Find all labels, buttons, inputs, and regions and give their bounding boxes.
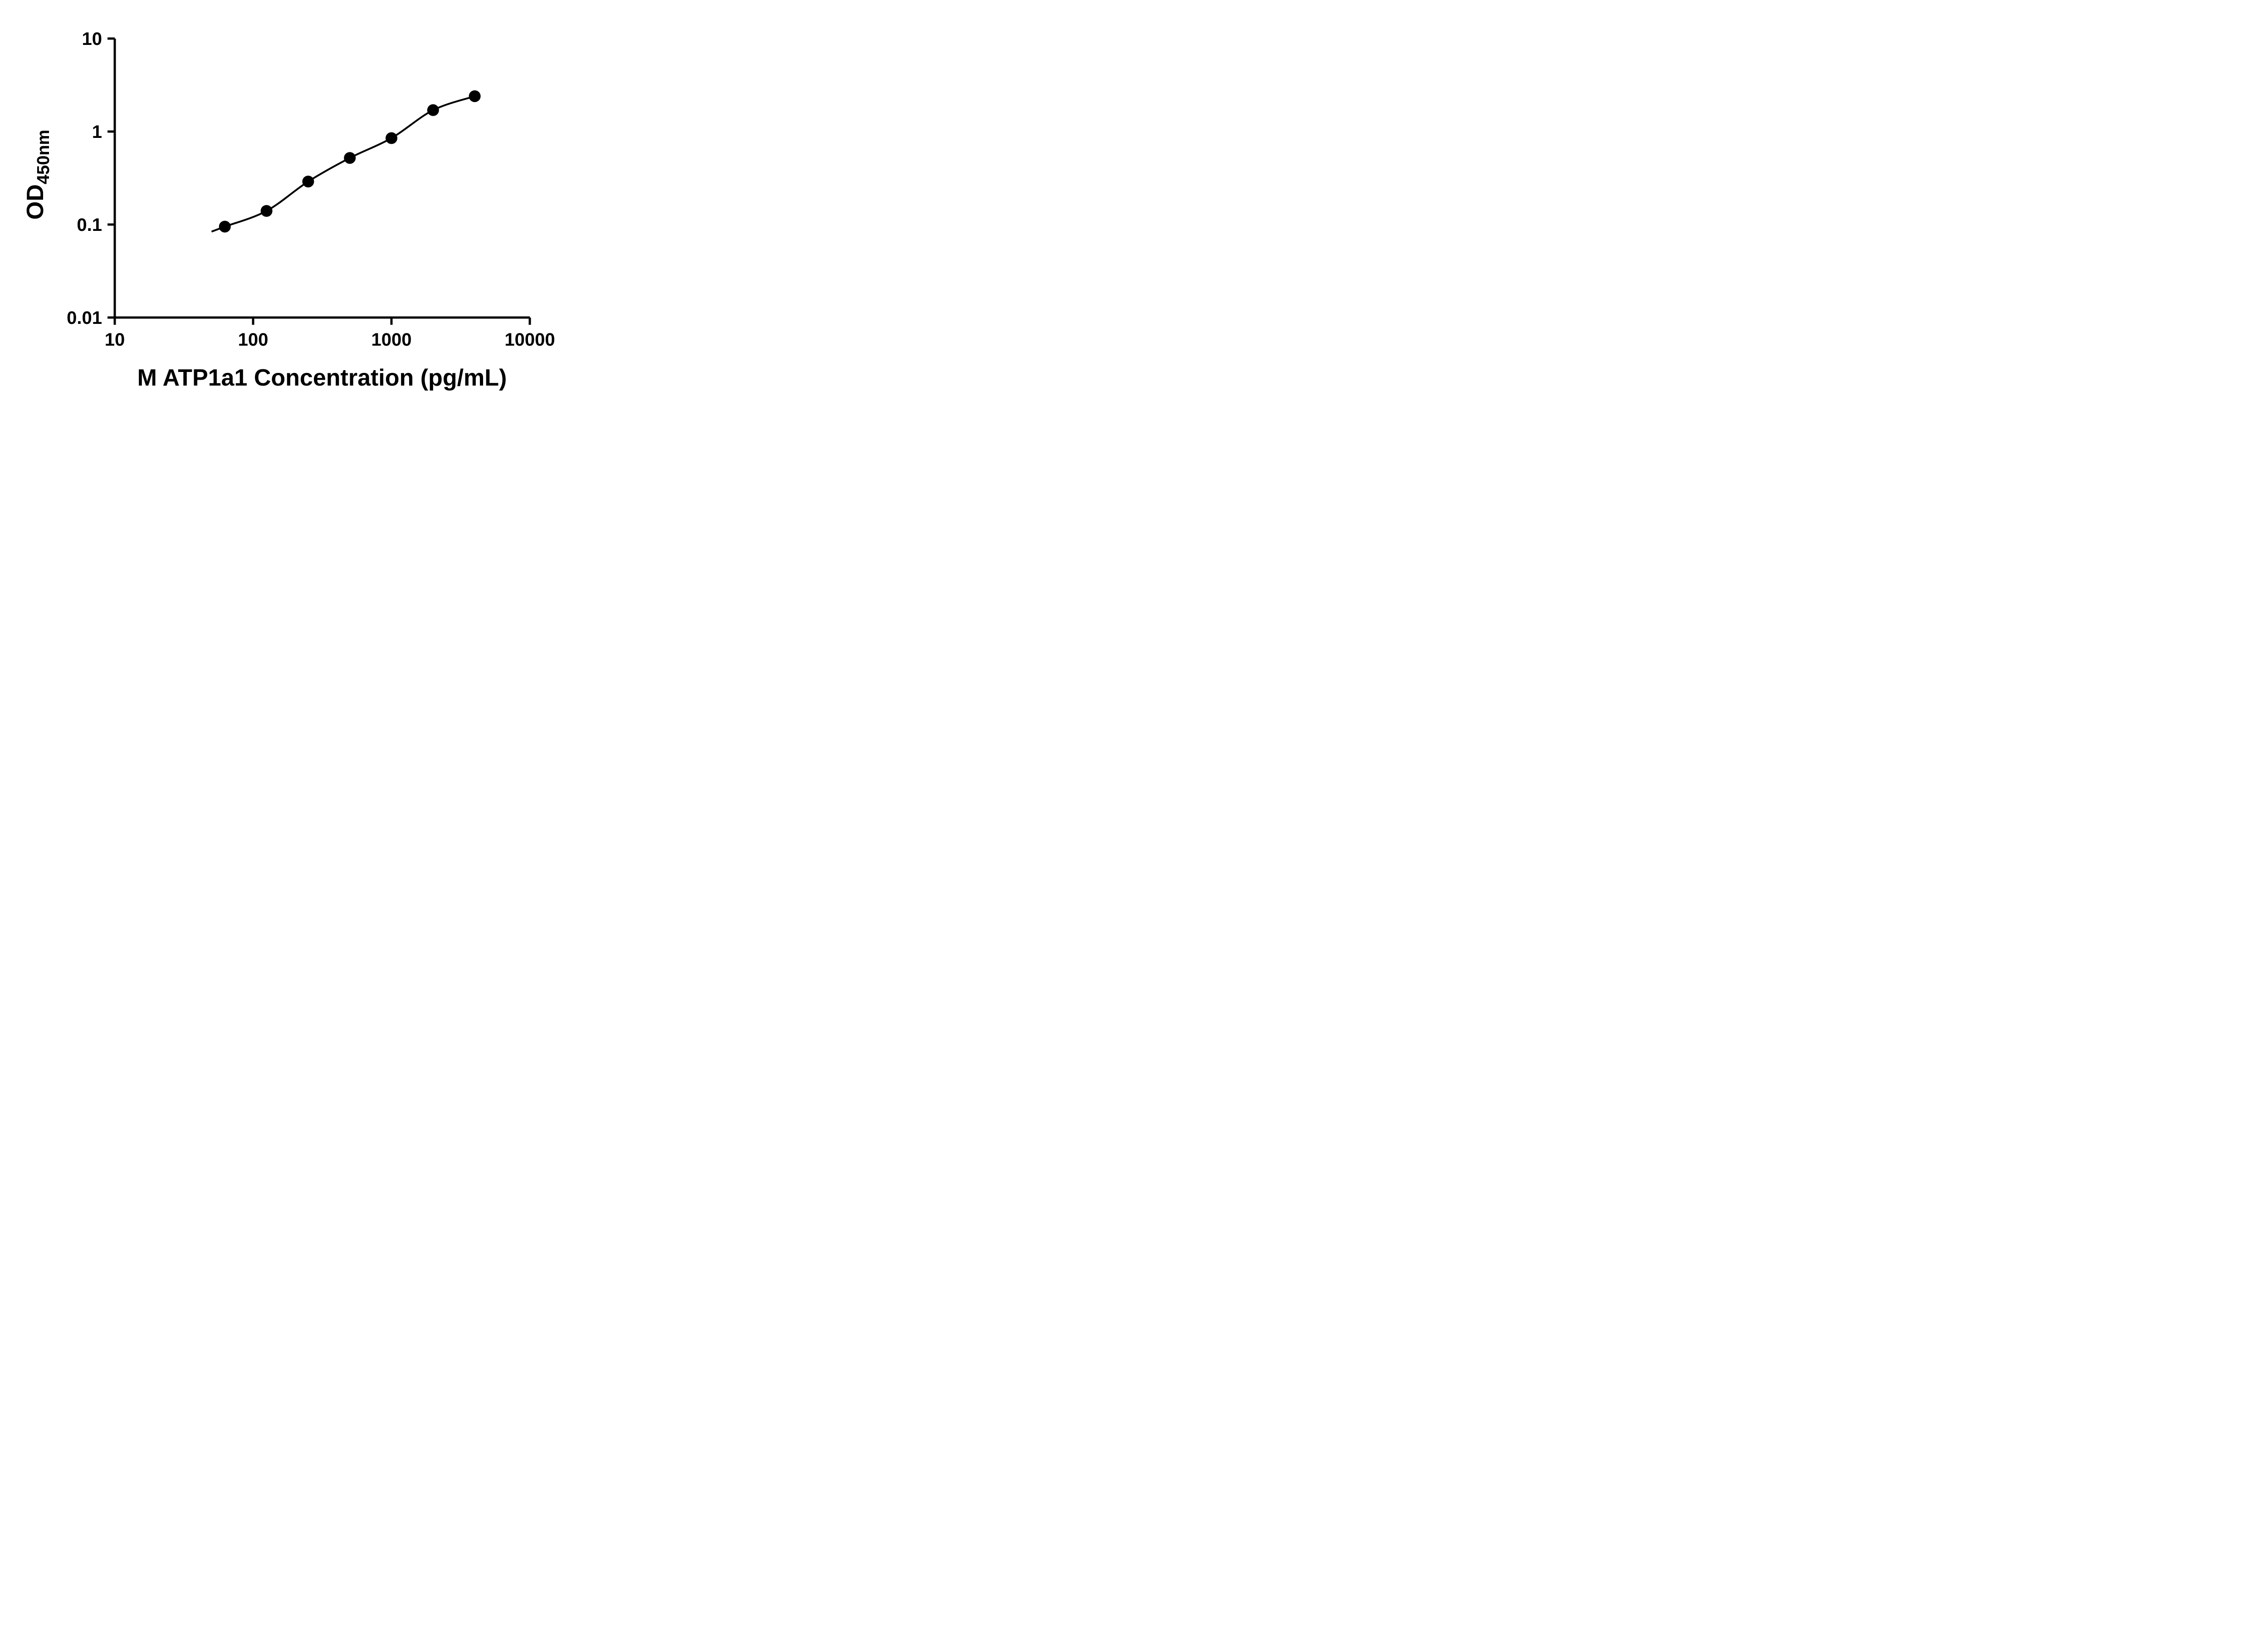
- y-axis-label: OD450nm: [22, 130, 53, 220]
- fit-curve: [211, 95, 475, 233]
- data-point: [427, 104, 439, 116]
- axes-layer: 10 100 1000 10000 0.01 0.1 1 10: [67, 29, 555, 350]
- data-point: [260, 205, 273, 217]
- y-tick-label: 1: [92, 122, 102, 142]
- axes-lines: [113, 39, 530, 319]
- y-axis-label-main: OD: [22, 184, 49, 220]
- data-series-layer: [211, 90, 481, 233]
- data-point: [386, 132, 397, 144]
- y-tick-label: 0.1: [77, 215, 102, 235]
- x-axis-label: M ATP1a1 Concentration (pg/mL): [137, 365, 507, 391]
- x-tick-label: 1000: [371, 330, 412, 350]
- data-point: [302, 176, 314, 188]
- standard-curve-chart: 10 100 1000 10000 0.01 0.1 1 10 OD450nm M ATP1a…: [22, 29, 555, 391]
- elisa-standard-curve-figure: 10 100 1000 10000 0.01 0.1 1 10 OD450nm M ATP1a…: [0, 0, 583, 408]
- data-point: [219, 220, 231, 233]
- y-tick-label: 10: [82, 29, 103, 49]
- data-point: [344, 152, 356, 164]
- y-tick-label: 0.01: [67, 308, 102, 328]
- x-tick-label: 100: [238, 330, 269, 350]
- x-tick-label: 10: [105, 330, 125, 350]
- data-point: [469, 90, 481, 103]
- y-axis-label-subscript: 450nm: [34, 130, 53, 184]
- x-tick-label: 10000: [504, 330, 555, 350]
